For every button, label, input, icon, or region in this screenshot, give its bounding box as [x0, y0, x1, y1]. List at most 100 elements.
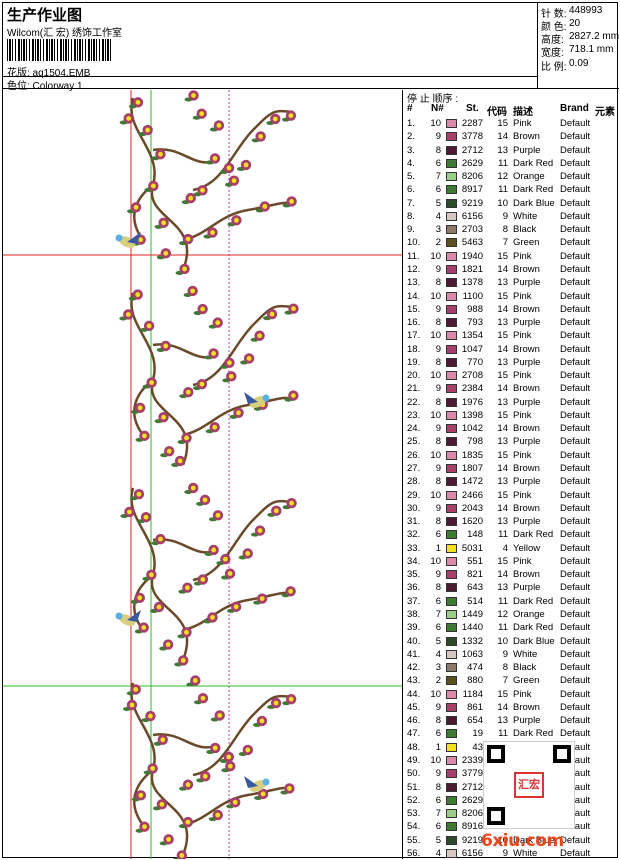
stop-code: 13: [497, 396, 508, 408]
stop-needle: 6: [435, 529, 441, 541]
color-swatch: [446, 225, 457, 235]
stop-stitches: 3778: [461, 131, 483, 143]
flower-center: [188, 195, 194, 201]
stop-brand: Default: [560, 582, 591, 594]
stop-needle: 3: [435, 224, 441, 236]
stop-description: Pink: [513, 688, 532, 700]
stop-description: Pink: [513, 330, 532, 342]
flower-center: [269, 311, 275, 317]
stop-index: 22.: [407, 396, 421, 408]
vine-branch: [182, 786, 294, 827]
flower-center: [245, 747, 251, 753]
stop-needle: 10: [430, 449, 441, 461]
stop-needle: 10: [430, 489, 441, 501]
flower-center: [215, 812, 221, 818]
stop-needle: 9: [435, 343, 441, 355]
stop-needle: 10: [430, 290, 441, 302]
stop-row: 33. 1 5031 4 Yellow Default: [404, 542, 619, 555]
stop-brand: Default: [560, 569, 591, 581]
color-swatch: [446, 410, 457, 420]
stop-row: 16. 8 793 13 Purple Default: [404, 316, 619, 329]
color-swatch: [446, 716, 457, 726]
stop-needle: 8: [435, 396, 441, 408]
stop-code: 11: [498, 728, 508, 740]
flower-center: [288, 696, 294, 702]
stop-index: 12.: [407, 263, 421, 275]
specs-panel: 针 数: 448993 颜 色: 20 高度: 2827.2 mm 宽度: 718.1 …: [537, 3, 619, 89]
stop-needle: 10: [430, 754, 441, 766]
stop-brand: Default: [560, 715, 591, 727]
stop-description: Orange: [513, 608, 545, 620]
stop-description: Dark Blue: [513, 834, 555, 846]
stop-index: 10.: [407, 237, 421, 249]
flower-center: [160, 737, 166, 743]
flower-center: [184, 435, 189, 441]
stop-code: 12: [497, 171, 508, 183]
flower-center: [212, 745, 218, 751]
color-swatch: [446, 530, 457, 540]
stop-stitches: 2629: [461, 794, 483, 806]
flower-center: [226, 754, 232, 760]
flower-center: [148, 572, 154, 578]
stop-row: 4. 6 2629 11 Dark Red Default: [404, 157, 619, 170]
stop-code: 14: [497, 263, 508, 275]
stop-row: 15. 9 988 14 Brown Default: [404, 303, 619, 316]
stop-description: Purple: [513, 396, 541, 408]
stop-row: 20. 10 2708 15 Pink Default: [404, 369, 619, 382]
stop-stitches: 474: [467, 662, 483, 674]
stop-stitches: 654: [467, 715, 483, 727]
stop-code: 13: [497, 715, 508, 727]
stop-description: Purple: [513, 516, 541, 528]
stop-code: 14: [497, 569, 508, 581]
bird-wing: [244, 776, 258, 788]
flower-center: [222, 556, 228, 562]
flower-center: [156, 604, 162, 610]
stop-needle: 1: [435, 542, 441, 554]
flower-center: [288, 588, 294, 594]
stop-row: 39. 6 1440 11 Dark Red Default: [404, 621, 619, 634]
stop-code: 9: [502, 210, 508, 222]
flower-center: [141, 625, 147, 630]
stop-stitches: 880: [467, 675, 483, 687]
stop-stitches: 1976: [461, 396, 483, 408]
stop-description: Pink: [513, 250, 532, 262]
stop-needle: 7: [435, 808, 441, 820]
stop-row: 24. 9 1042 14 Brown Default: [404, 422, 619, 435]
color-swatch: [446, 769, 457, 779]
color-swatch: [446, 371, 457, 381]
flower-center: [243, 162, 249, 168]
stop-brand: Default: [560, 423, 591, 435]
stop-brand: Default: [560, 383, 591, 395]
stop-index: 29.: [407, 489, 421, 501]
stop-needle: 8: [435, 144, 441, 156]
stop-needle: 9: [435, 502, 441, 514]
stop-code: 13: [497, 317, 508, 329]
stop-index: 4.: [407, 157, 415, 169]
stop-brand: Default: [560, 768, 591, 780]
color-swatch: [446, 556, 457, 566]
stop-needle: 2: [435, 675, 441, 687]
stop-code: 13: [497, 516, 508, 528]
stop-description: Purple: [513, 436, 541, 448]
stop-brand: Default: [560, 224, 591, 236]
stop-code: 11: [498, 184, 508, 196]
flower-center: [182, 266, 187, 272]
color-swatch: [446, 583, 457, 593]
stop-row: 38. 7 1449 12 Orange Default: [404, 608, 619, 621]
qr-marker: [553, 745, 571, 763]
color-swatch: [446, 198, 457, 208]
stop-table-header: # N# St. 代码 描述 Brand 元素: [404, 103, 619, 118]
stop-stitches: 43: [472, 741, 483, 753]
flower-center: [185, 819, 191, 825]
stop-brand: Default: [560, 290, 591, 302]
stop-description: Purple: [513, 582, 541, 594]
stop-row: 13. 8 1378 13 Purple Default: [404, 276, 619, 289]
color-swatch: [446, 596, 457, 606]
flower-center: [163, 250, 169, 256]
stop-row: 55. 5 9219 10 Dark Blue Default: [404, 834, 619, 847]
stop-brand: Default: [560, 555, 591, 567]
header-divider: [3, 76, 537, 77]
vine-branch: [133, 184, 154, 241]
stop-index: 19.: [407, 356, 421, 368]
flower-center: [227, 360, 232, 366]
